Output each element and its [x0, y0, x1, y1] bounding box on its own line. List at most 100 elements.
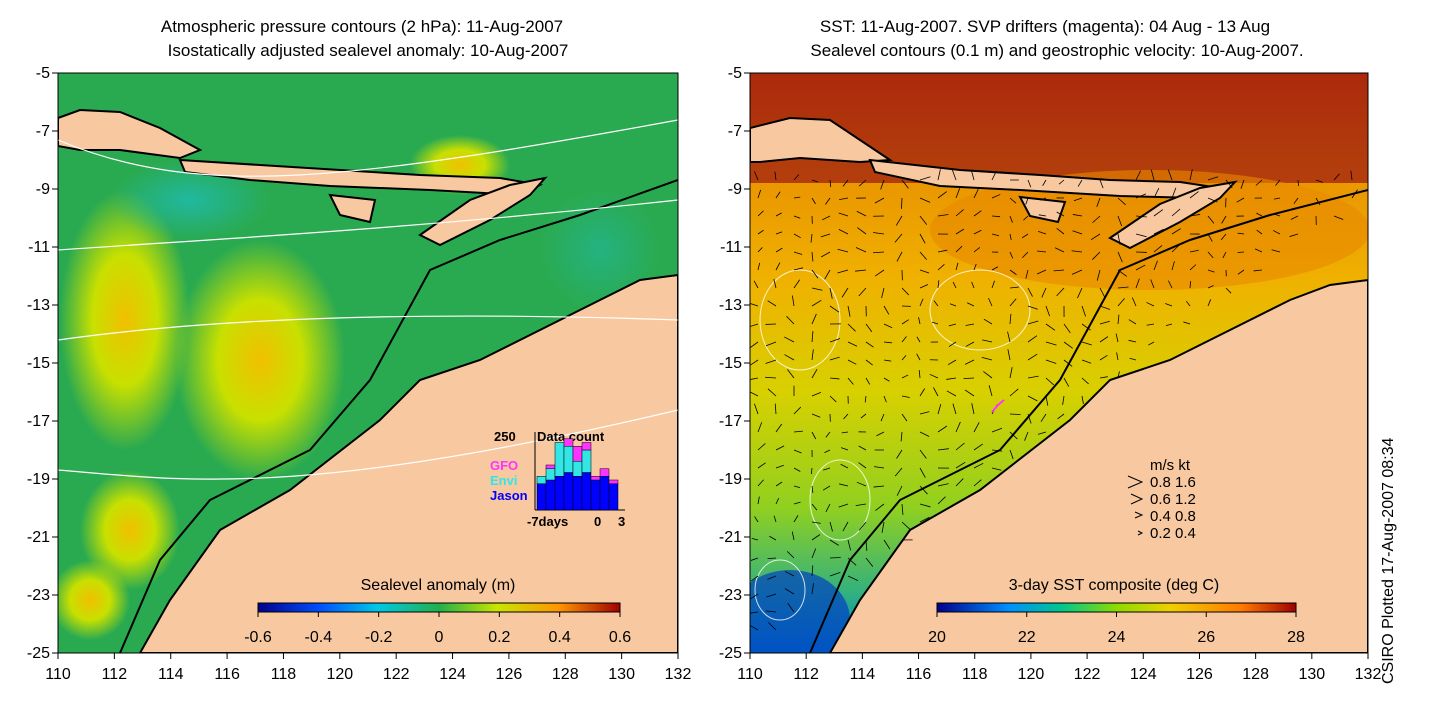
- velocity-vector: [901, 319, 909, 325]
- velocity-vector: [901, 336, 907, 343]
- velocity-vector: [895, 215, 903, 226]
- velocity-vector: [1071, 269, 1083, 275]
- colorbar-tick-label: -0.6: [244, 629, 272, 646]
- velocity-vector: [1042, 179, 1047, 186]
- velocity-vector: [896, 485, 903, 496]
- velocity-vector: [1135, 193, 1147, 199]
- velocity-vector: [765, 359, 777, 364]
- vector-key-arrow: [1127, 475, 1144, 489]
- velocity-vector: [1221, 215, 1227, 224]
- velocity-vector: [937, 425, 948, 433]
- velocity-vector: [774, 171, 777, 181]
- velocity-vector: [858, 445, 867, 451]
- velocity-vector: [855, 269, 867, 272]
- velocity-vector: [775, 498, 780, 505]
- svp-drifter-track: [991, 399, 1005, 413]
- velocity-vector: [1153, 245, 1163, 253]
- velocity-vector: [1081, 341, 1092, 346]
- velocity-vector: [901, 521, 911, 530]
- velocity-vector: [1022, 251, 1029, 259]
- velocity-vector: [1273, 197, 1281, 200]
- velocity-vector: [1237, 269, 1245, 275]
- velocity-vector: [982, 339, 993, 343]
- velocity-vector: [811, 521, 821, 524]
- velocity-vector: [929, 373, 939, 379]
- velocity-vector: [919, 215, 928, 225]
- velocity-vector: [838, 503, 849, 508]
- velocity-vector: [955, 188, 961, 199]
- lon-tick-label: 110: [737, 666, 763, 683]
- lat-tick-label: -17: [27, 413, 50, 430]
- velocity-vector: [757, 462, 766, 469]
- velocity-vector: [750, 593, 759, 600]
- velocity-vector: [991, 215, 1001, 218]
- velocity-vector: [1135, 264, 1146, 271]
- inset-bar-jason: [608, 483, 619, 511]
- velocity-vector: [811, 503, 818, 511]
- lon-tick-label: 110: [45, 666, 71, 683]
- velocity-vector: [769, 535, 777, 541]
- velocity-vector: [901, 503, 904, 515]
- inset-bars: [536, 438, 619, 511]
- velocity-vector: [1007, 331, 1011, 343]
- velocity-vector: [1009, 449, 1014, 460]
- velocity-vector: [1041, 287, 1047, 298]
- lat-tick-label: -5: [36, 65, 50, 82]
- velocity-vector: [919, 233, 926, 244]
- velocity-vector: [1150, 279, 1155, 289]
- lon-tick-label: 126: [496, 666, 523, 683]
- left-map: Atmospheric pressure contours (2 hPa): 1…: [27, 17, 692, 683]
- velocity-vector: [1053, 269, 1065, 272]
- velocity-vector: [1293, 197, 1299, 204]
- velocity-vector: [1167, 169, 1173, 181]
- velocity-vector: [1171, 228, 1181, 235]
- pressure-contour: [58, 409, 678, 480]
- right-lat-ticks: -5 -7 -9 -11 -13 -15 -17 -19 -21 -23 -25: [719, 65, 750, 662]
- velocity-vector: [847, 359, 857, 365]
- velocity-vector: [901, 197, 903, 209]
- sla-high-anomaly: [60, 190, 190, 450]
- inset-bar-jason: [554, 476, 565, 511]
- velocity-vector: [757, 229, 764, 235]
- inset-bar-jason: [599, 476, 610, 511]
- velocity-vector: [1207, 299, 1212, 307]
- velocity-vector: [1027, 305, 1038, 310]
- velocity-vector: [916, 336, 921, 343]
- velocity-vector: [865, 557, 874, 567]
- velocity-vector: [963, 377, 975, 380]
- velocity-vector: [883, 395, 887, 403]
- inset-bar-gfo: [563, 438, 574, 447]
- velocity-vector: [1045, 395, 1049, 406]
- velocity-vector: [1117, 371, 1120, 379]
- velocity-vector: [1009, 367, 1013, 379]
- velocity-vector: [955, 228, 965, 235]
- velocity-vector: [840, 447, 849, 451]
- velocity-vector: [1027, 287, 1033, 297]
- vector-key-header: m/s kt: [1150, 457, 1191, 474]
- velocity-vector: [875, 503, 885, 511]
- velocity-vector: [811, 269, 819, 279]
- velocity-vector: [948, 341, 957, 347]
- lon-tick-label: 120: [1018, 666, 1045, 683]
- vector-key-row: 0.6 1.2: [1150, 491, 1196, 508]
- vector-key-arrow: [1137, 530, 1144, 536]
- velocity-vector: [766, 593, 777, 598]
- lat-tick-label: -7: [728, 123, 742, 140]
- velocity-vector: [793, 485, 801, 489]
- velocity-vector: [919, 176, 931, 181]
- lat-tick-label: -11: [28, 239, 50, 256]
- velocity-vector: [820, 251, 831, 258]
- velocity-vector: [1189, 249, 1199, 253]
- velocity-vector: [1045, 323, 1056, 331]
- velocity-vector: [965, 323, 975, 326]
- inset-x-start: -7days: [527, 514, 568, 529]
- velocity-vector: [754, 403, 759, 415]
- velocity-vector: [1153, 209, 1164, 217]
- velocity-vector: [1021, 233, 1029, 239]
- velocity-vector: [811, 548, 817, 559]
- velocity-vector: [751, 537, 759, 541]
- lon-tick-label: 128: [1242, 666, 1269, 683]
- velocity-vector: [767, 300, 777, 307]
- velocity-vector: [793, 196, 801, 199]
- velocity-vector: [952, 403, 957, 415]
